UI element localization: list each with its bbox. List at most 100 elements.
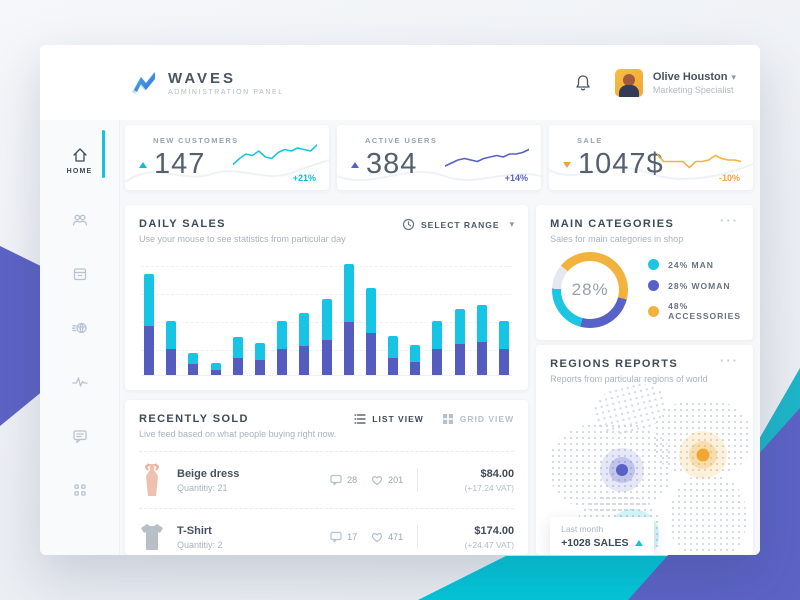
more-menu-icon[interactable]: ··· — [720, 213, 739, 228]
daily-sales-bar[interactable] — [210, 363, 221, 375]
apps-grid-icon — [73, 484, 86, 496]
list-view-icon — [354, 414, 366, 424]
categories-legend: 24% MAN 28% WOMAN 48% ACCESSORIES — [648, 259, 741, 321]
stat-card-active-users[interactable]: ACTIVE USERS 384 +14% — [337, 125, 541, 190]
sparkline-new-customers — [233, 144, 317, 166]
daily-sales-bar[interactable] — [476, 304, 487, 375]
tooltip-label: Last month — [561, 524, 604, 534]
product-image-tshirt — [139, 518, 165, 555]
daily-sales-subtitle: Use your mouse to see statistics from pa… — [139, 234, 346, 244]
content-area: NEW CUSTOMERS 147 +21% ACTIVE USERS 384 … — [120, 120, 760, 555]
regions-subtitle: Reports from particular regions of world — [550, 374, 708, 384]
grid-view-button[interactable]: GRID VIEW — [442, 413, 514, 425]
sold-row-beige-dress[interactable]: Beige dress Quantitiy: 21 28 — [139, 451, 515, 508]
stat-change: -10% — [718, 173, 740, 183]
comments-count[interactable]: 17 — [330, 531, 357, 543]
gridline — [141, 294, 513, 295]
user-menu[interactable]: Olive Houston ▾ Marketing Specialist — [614, 68, 736, 97]
product-name: Beige dress — [177, 467, 240, 480]
daily-sales-bar[interactable] — [277, 321, 288, 375]
daily-sales-bars[interactable] — [141, 254, 512, 375]
map-region — [670, 475, 747, 555]
daily-sales-bar[interactable] — [254, 342, 265, 375]
daily-sales-bar[interactable] — [166, 321, 177, 375]
sidebar-item-shipping[interactable] — [40, 307, 119, 349]
user-role: Marketing Specialist — [652, 84, 734, 95]
legend-item-woman: 28% WOMAN — [648, 280, 741, 291]
trend-up-icon — [139, 161, 147, 168]
divider — [417, 525, 419, 549]
daily-sales-bar[interactable] — [388, 336, 399, 375]
daily-sales-bar[interactable] — [188, 353, 199, 375]
heart-icon — [372, 476, 383, 486]
donut-center-label: 28% — [571, 280, 609, 299]
comments-count[interactable]: 28 — [330, 474, 357, 486]
sidebar-item-users[interactable] — [40, 199, 119, 241]
decor-wave — [337, 171, 541, 181]
stat-card-new-customers[interactable]: NEW CUSTOMERS 147 +21% — [125, 125, 329, 190]
sidebar-item-apps[interactable] — [40, 469, 119, 511]
daily-sales-title: DAILY SALES — [139, 218, 226, 230]
logo[interactable]: WAVES ADMINISTRATION PANEL — [130, 70, 284, 96]
recently-sold-panel: RECENTLY SOLD Live feed based on what pe… — [125, 400, 529, 555]
trend-down-icon — [563, 161, 571, 168]
daily-sales-bar[interactable] — [499, 321, 509, 375]
globe-icon — [71, 322, 87, 334]
daily-sales-bar[interactable] — [299, 313, 310, 375]
daily-sales-bar[interactable] — [454, 309, 465, 375]
daily-sales-bar[interactable] — [144, 273, 154, 375]
map-tooltip[interactable]: Last month +1028 SALES — [550, 517, 654, 555]
sidebar-item-home[interactable]: HOME — [40, 134, 119, 187]
app-header: WAVES ADMINISTRATION PANEL Olive Houston… — [40, 45, 760, 120]
product-price: $174.00 — [474, 524, 515, 537]
main-categories-title: MAIN CATEGORIES — [550, 218, 675, 230]
categories-donut[interactable]: 28% — [552, 252, 629, 328]
product-quantity: Quantitiy: 2 — [177, 539, 223, 550]
daily-sales-bar[interactable] — [232, 337, 243, 375]
sidebar-item-messages[interactable] — [40, 415, 119, 457]
gridline — [141, 266, 513, 267]
select-range-label: SELECT RANGE — [421, 219, 500, 230]
legend-dot-cyan — [648, 259, 660, 270]
sidebar-item-analytics[interactable] — [40, 361, 119, 403]
users-icon — [72, 214, 87, 226]
recently-sold-title: RECENTLY SOLD — [139, 413, 249, 425]
more-menu-icon[interactable]: ··· — [720, 353, 739, 368]
clock-icon — [402, 218, 415, 231]
grid-view-icon — [442, 414, 453, 424]
daily-sales-bar[interactable] — [343, 263, 354, 375]
decor-wave — [549, 163, 753, 180]
daily-sales-bar[interactable] — [410, 344, 421, 375]
legend-item-man: 24% MAN — [648, 259, 741, 270]
daily-sales-bar[interactable] — [321, 299, 332, 375]
sparkline-active-users — [445, 148, 529, 167]
decor-wave — [125, 159, 329, 183]
stat-label: SALE — [577, 136, 603, 145]
daily-sales-bar[interactable] — [432, 321, 443, 375]
regions-title: REGIONS REPORTS — [550, 358, 679, 370]
likes-count[interactable]: 471 — [371, 531, 403, 543]
select-range-button[interactable]: SELECT RANGE ▾ — [402, 218, 514, 231]
daily-sales-panel: DAILY SALES Use your mouse to see statis… — [125, 205, 529, 390]
notifications-bell-icon[interactable] — [573, 73, 593, 93]
avatar — [614, 68, 643, 97]
user-name: Olive Houston ▾ — [652, 70, 736, 83]
likes-count[interactable]: 201 — [371, 474, 403, 486]
daily-sales-chart — [141, 254, 513, 376]
stat-value: 1047$ — [578, 148, 664, 180]
product-quantity: Quantitiy: 21 — [177, 482, 228, 493]
sold-row-tshirt[interactable]: T-Shirt Quantitiy: 2 17 471 — [139, 508, 515, 555]
legend-item-accessories: 48% ACCESSORIES — [648, 301, 741, 321]
chevron-down-icon: ▾ — [509, 219, 515, 229]
list-view-button[interactable]: LIST VIEW — [354, 413, 424, 425]
sidebar-active-indicator — [102, 130, 105, 178]
product-vat: (+24.47 VAT) — [464, 539, 515, 550]
chat-icon — [72, 430, 87, 444]
stat-card-sale[interactable]: SALE 1047$ -10% — [549, 125, 753, 190]
decor-purple-left — [0, 246, 44, 426]
stat-label: NEW CUSTOMERS — [153, 136, 239, 145]
product-price: $84.00 — [480, 467, 515, 480]
daily-sales-bar[interactable] — [365, 287, 376, 375]
list-view-label: LIST VIEW — [372, 414, 424, 424]
sidebar-item-orders[interactable] — [40, 253, 119, 295]
